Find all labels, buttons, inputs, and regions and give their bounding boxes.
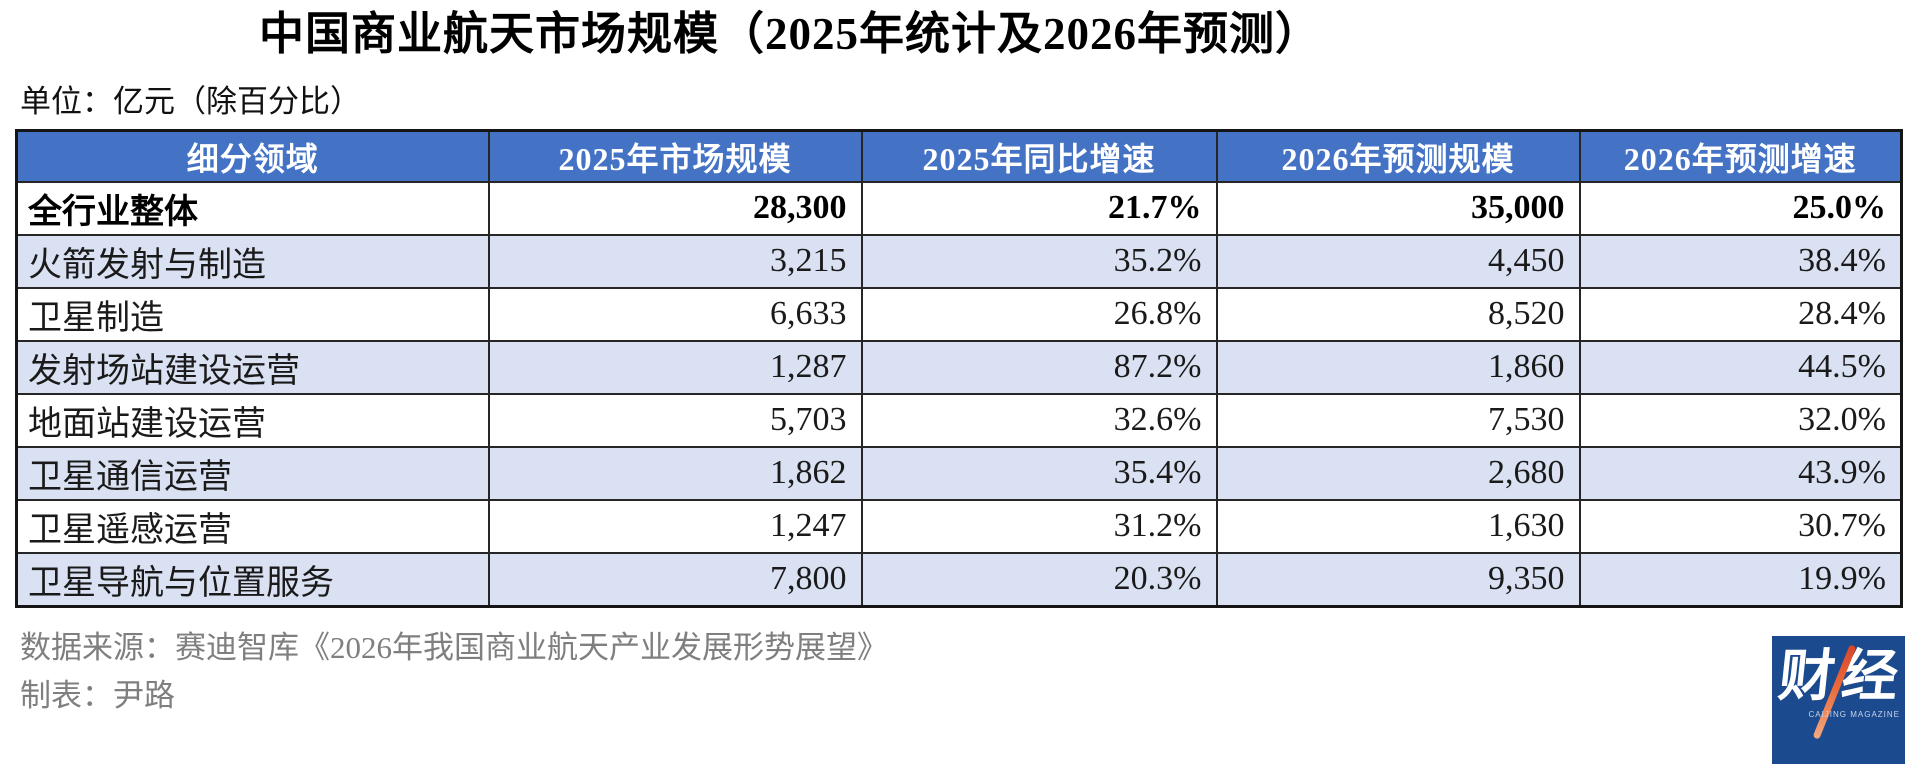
- cell-segment-label: 火箭发射与制造: [15, 233, 490, 289]
- cell-value: 1,287: [487, 339, 863, 395]
- table-row-total: 全行业整体 28,300 21.7% 35,000 25.0%: [15, 180, 1903, 236]
- credit-note: 制表：尹路: [20, 677, 175, 713]
- col-header-2025-size: 2025年市场规模: [487, 129, 863, 183]
- cell-value: 31.2%: [860, 498, 1218, 554]
- cell-value: 1,247: [487, 498, 863, 554]
- table-row-navigation: 卫星导航与位置服务 7,800 20.3% 9,350 19.9%: [15, 551, 1903, 608]
- col-header-2025-growth: 2025年同比增速: [860, 129, 1218, 183]
- cell-value: 35.4%: [860, 445, 1218, 501]
- cell-value: 6,633: [487, 286, 863, 342]
- market-size-table: 细分领域 2025年市场规模 2025年同比增速 2026年预测规模 2026年…: [15, 129, 1903, 608]
- col-header-2026-growth: 2026年预测增速: [1578, 129, 1903, 183]
- cell-value: 32.6%: [860, 392, 1218, 448]
- cell-segment-label: 发射场站建设运营: [15, 339, 490, 395]
- cell-segment-label: 地面站建设运营: [15, 392, 490, 448]
- unit-note: 单位：亿元（除百分比）: [20, 84, 361, 120]
- table-row-satellite-mfg: 卫星制造 6,633 26.8% 8,520 28.4%: [15, 286, 1903, 342]
- cell-segment-label: 卫星制造: [15, 286, 490, 342]
- table-row-satcom: 卫星通信运营 1,862 35.4% 2,680 43.9%: [15, 445, 1903, 501]
- cell-value: 4,450: [1215, 233, 1581, 289]
- cell-value: 44.5%: [1578, 339, 1903, 395]
- data-source-note: 数据来源：赛迪智库《2026年我国商业航天产业发展形势展望》: [20, 629, 888, 665]
- cell-value: 32.0%: [1578, 392, 1903, 448]
- cell-value: 21.7%: [860, 180, 1218, 236]
- col-header-2026-size: 2026年预测规模: [1215, 129, 1581, 183]
- table-row-remote-sensing: 卫星遥感运营 1,247 31.2% 1,630 30.7%: [15, 498, 1903, 554]
- cell-value: 7,800: [487, 551, 863, 608]
- cell-segment-label: 卫星遥感运营: [15, 498, 490, 554]
- table-header-row: 细分领域 2025年市场规模 2025年同比增速 2026年预测规模 2026年…: [15, 129, 1903, 183]
- table-row-ground-station: 地面站建设运营 5,703 32.6% 7,530 32.0%: [15, 392, 1903, 448]
- cell-value: 19.9%: [1578, 551, 1903, 608]
- cell-value: 30.7%: [1578, 498, 1903, 554]
- caijing-logo: 财 经 CAIJING MAGAZINE: [1772, 636, 1905, 764]
- cell-value: 35.2%: [860, 233, 1218, 289]
- cell-value: 38.4%: [1578, 233, 1903, 289]
- cell-value: 20.3%: [860, 551, 1218, 608]
- cell-value: 3,215: [487, 233, 863, 289]
- cell-value: 25.0%: [1578, 180, 1903, 236]
- cell-value: 7,530: [1215, 392, 1581, 448]
- col-header-segment: 细分领域: [15, 129, 490, 183]
- cell-value: 35,000: [1215, 180, 1581, 236]
- cell-value: 26.8%: [860, 286, 1218, 342]
- cell-value: 9,350: [1215, 551, 1581, 608]
- table-row-launch-site: 发射场站建设运营 1,287 87.2% 1,860 44.5%: [15, 339, 1903, 395]
- cell-value: 1,862: [487, 445, 863, 501]
- cell-segment-label: 全行业整体: [15, 180, 490, 236]
- page-title: 中国商业航天市场规模（2025年统计及2026年预测）: [258, 9, 1321, 59]
- cell-value: 1,630: [1215, 498, 1581, 554]
- cell-value: 1,860: [1215, 339, 1581, 395]
- cell-value: 87.2%: [860, 339, 1218, 395]
- logo-subtext: CAIJING MAGAZINE: [1808, 710, 1900, 719]
- cell-value: 2,680: [1215, 445, 1581, 501]
- cell-value: 43.9%: [1578, 445, 1903, 501]
- cell-value: 28,300: [487, 180, 863, 236]
- cell-value: 28.4%: [1578, 286, 1903, 342]
- cell-segment-label: 卫星导航与位置服务: [15, 551, 490, 608]
- table-row-rocket-launch: 火箭发射与制造 3,215 35.2% 4,450 38.4%: [15, 233, 1903, 289]
- cell-segment-label: 卫星通信运营: [15, 445, 490, 501]
- cell-value: 8,520: [1215, 286, 1581, 342]
- cell-value: 5,703: [487, 392, 863, 448]
